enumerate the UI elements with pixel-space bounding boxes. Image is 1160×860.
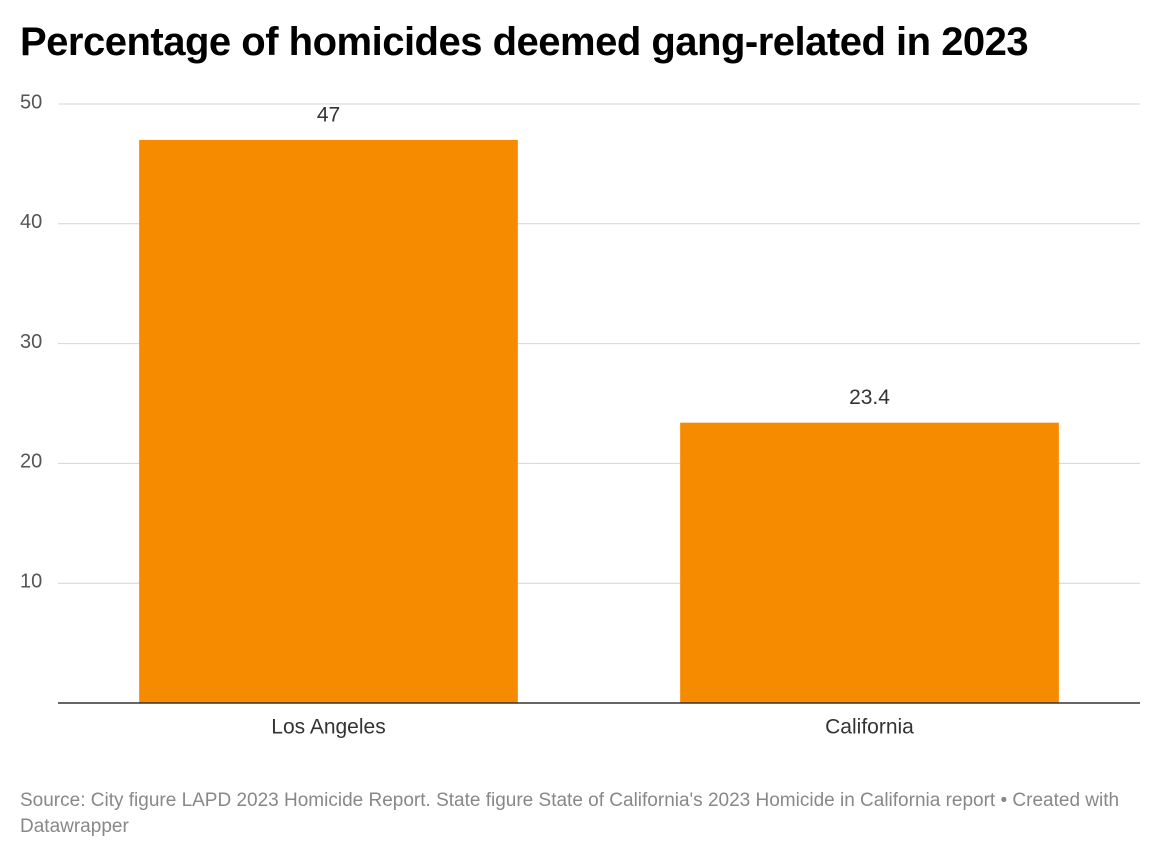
value-label: 23.4 <box>849 386 890 409</box>
y-tick-label: 40 <box>20 211 42 233</box>
y-tick-label: 10 <box>20 570 42 592</box>
y-tick-label: 20 <box>20 451 42 473</box>
value-label: 47 <box>317 103 340 126</box>
x-tick-label: California <box>825 716 914 739</box>
chart-title: Percentage of homicides deemed gang-rela… <box>20 20 1029 64</box>
x-tick-label: Los Angeles <box>271 716 385 739</box>
chart: 10 20 30 40 50 47 Los Angeles 23.4 California <box>20 91 1140 739</box>
bar <box>139 139 518 703</box>
y-tick-label: 50 <box>20 91 42 113</box>
source-note: Source: City figure LAPD 2023 Homicide R… <box>20 790 1120 837</box>
y-tick-label: 30 <box>20 331 42 353</box>
bar <box>680 422 1059 703</box>
